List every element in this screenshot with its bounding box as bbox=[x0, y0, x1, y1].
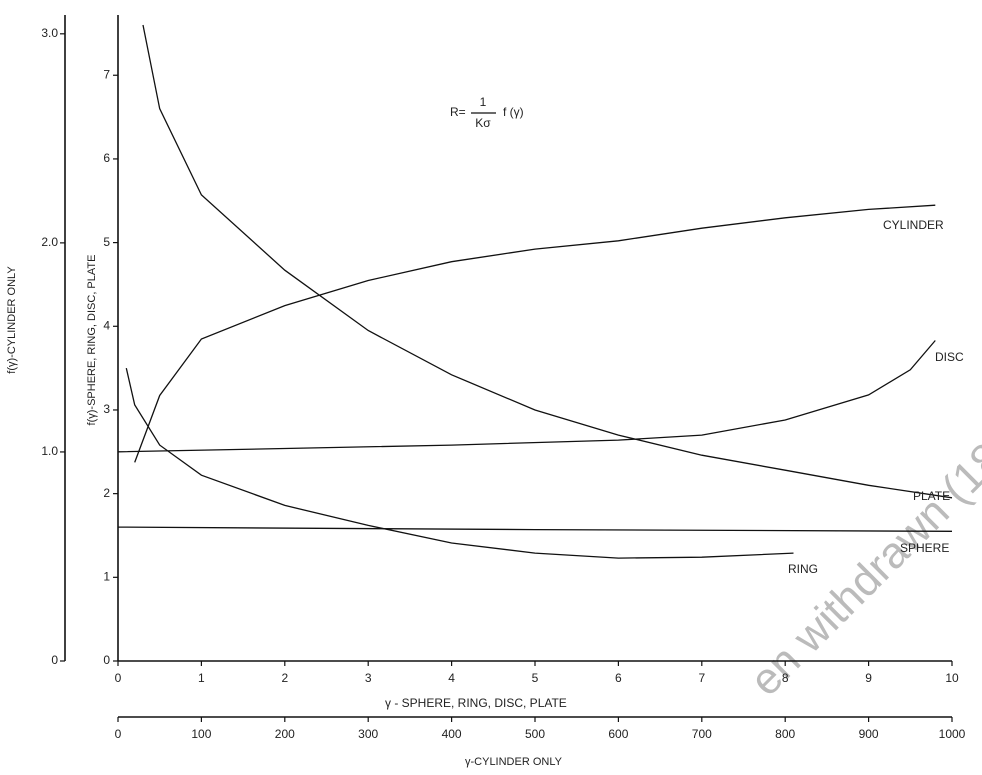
formula-denominator: Kσ bbox=[475, 116, 491, 130]
y2-tick-label: 3.0 bbox=[41, 26, 58, 40]
y2-tick-label: 2.0 bbox=[41, 235, 58, 249]
y-tick-label: 6 bbox=[103, 151, 110, 165]
y-tick-label: 1 bbox=[103, 569, 110, 583]
curve-label: SPHERE bbox=[900, 541, 949, 555]
y2-axis-label: f(γ)-CYLINDER ONLY bbox=[6, 266, 18, 374]
curve bbox=[142, 24, 953, 499]
x-tick-label: 6 bbox=[615, 671, 622, 685]
curve bbox=[134, 204, 936, 463]
curve-label: DISC bbox=[935, 350, 964, 364]
y-tick-label: 3 bbox=[103, 402, 110, 416]
x-tick-label: 4 bbox=[448, 671, 455, 685]
curve bbox=[117, 526, 953, 532]
x-tick-label: 2 bbox=[281, 671, 288, 685]
y-tick-label: 5 bbox=[103, 235, 110, 249]
x2-tick-label: 500 bbox=[525, 727, 545, 741]
x-tick-label: 10 bbox=[945, 671, 959, 685]
y-axis-label: f(γ)-SPHERE, RING, DISC, PLATE bbox=[86, 255, 98, 426]
curve-label: RING bbox=[788, 562, 818, 576]
x2-tick-label: 600 bbox=[608, 727, 628, 741]
x-tick-label: 9 bbox=[865, 671, 872, 685]
curve-label: PLATE bbox=[913, 489, 950, 503]
x-tick-label: 8 bbox=[782, 671, 789, 685]
y-tick-label: 4 bbox=[103, 318, 110, 332]
formula-numerator: 1 bbox=[480, 95, 487, 109]
x2-tick-label: 200 bbox=[275, 727, 295, 741]
x2-tick-label: 100 bbox=[191, 727, 211, 741]
x2-tick-label: 0 bbox=[115, 727, 122, 741]
x2-tick-label: 700 bbox=[692, 727, 712, 741]
formula-lhs: R= bbox=[450, 105, 466, 119]
x2-tick-label: 900 bbox=[859, 727, 879, 741]
x-tick-label: 1 bbox=[198, 671, 205, 685]
curve-label: CYLINDER bbox=[883, 218, 944, 232]
curve bbox=[117, 340, 936, 453]
x-axis-label: γ - SPHERE, RING, DISC, PLATE bbox=[385, 696, 567, 710]
y-tick-label: 2 bbox=[103, 486, 110, 500]
y2-tick-label: 0 bbox=[51, 653, 58, 667]
x-tick-label: 5 bbox=[532, 671, 539, 685]
formula-rhs: f (γ) bbox=[503, 105, 524, 119]
curve bbox=[125, 367, 794, 559]
watermark: en withdrawn (18 bbox=[741, 434, 982, 706]
x2-axis-label: γ-CYLINDER ONLY bbox=[465, 756, 563, 768]
x-tick-label: 3 bbox=[365, 671, 372, 685]
x2-tick-label: 1000 bbox=[939, 727, 966, 741]
x2-tick-label: 400 bbox=[442, 727, 462, 741]
x2-tick-label: 800 bbox=[775, 727, 795, 741]
y-tick-label: 0 bbox=[103, 653, 110, 667]
y2-tick-label: 1.0 bbox=[41, 444, 58, 458]
x-tick-label: 7 bbox=[698, 671, 705, 685]
y-tick-label: 7 bbox=[103, 67, 110, 81]
x2-tick-label: 300 bbox=[358, 727, 378, 741]
x-tick-label: 0 bbox=[115, 671, 122, 685]
